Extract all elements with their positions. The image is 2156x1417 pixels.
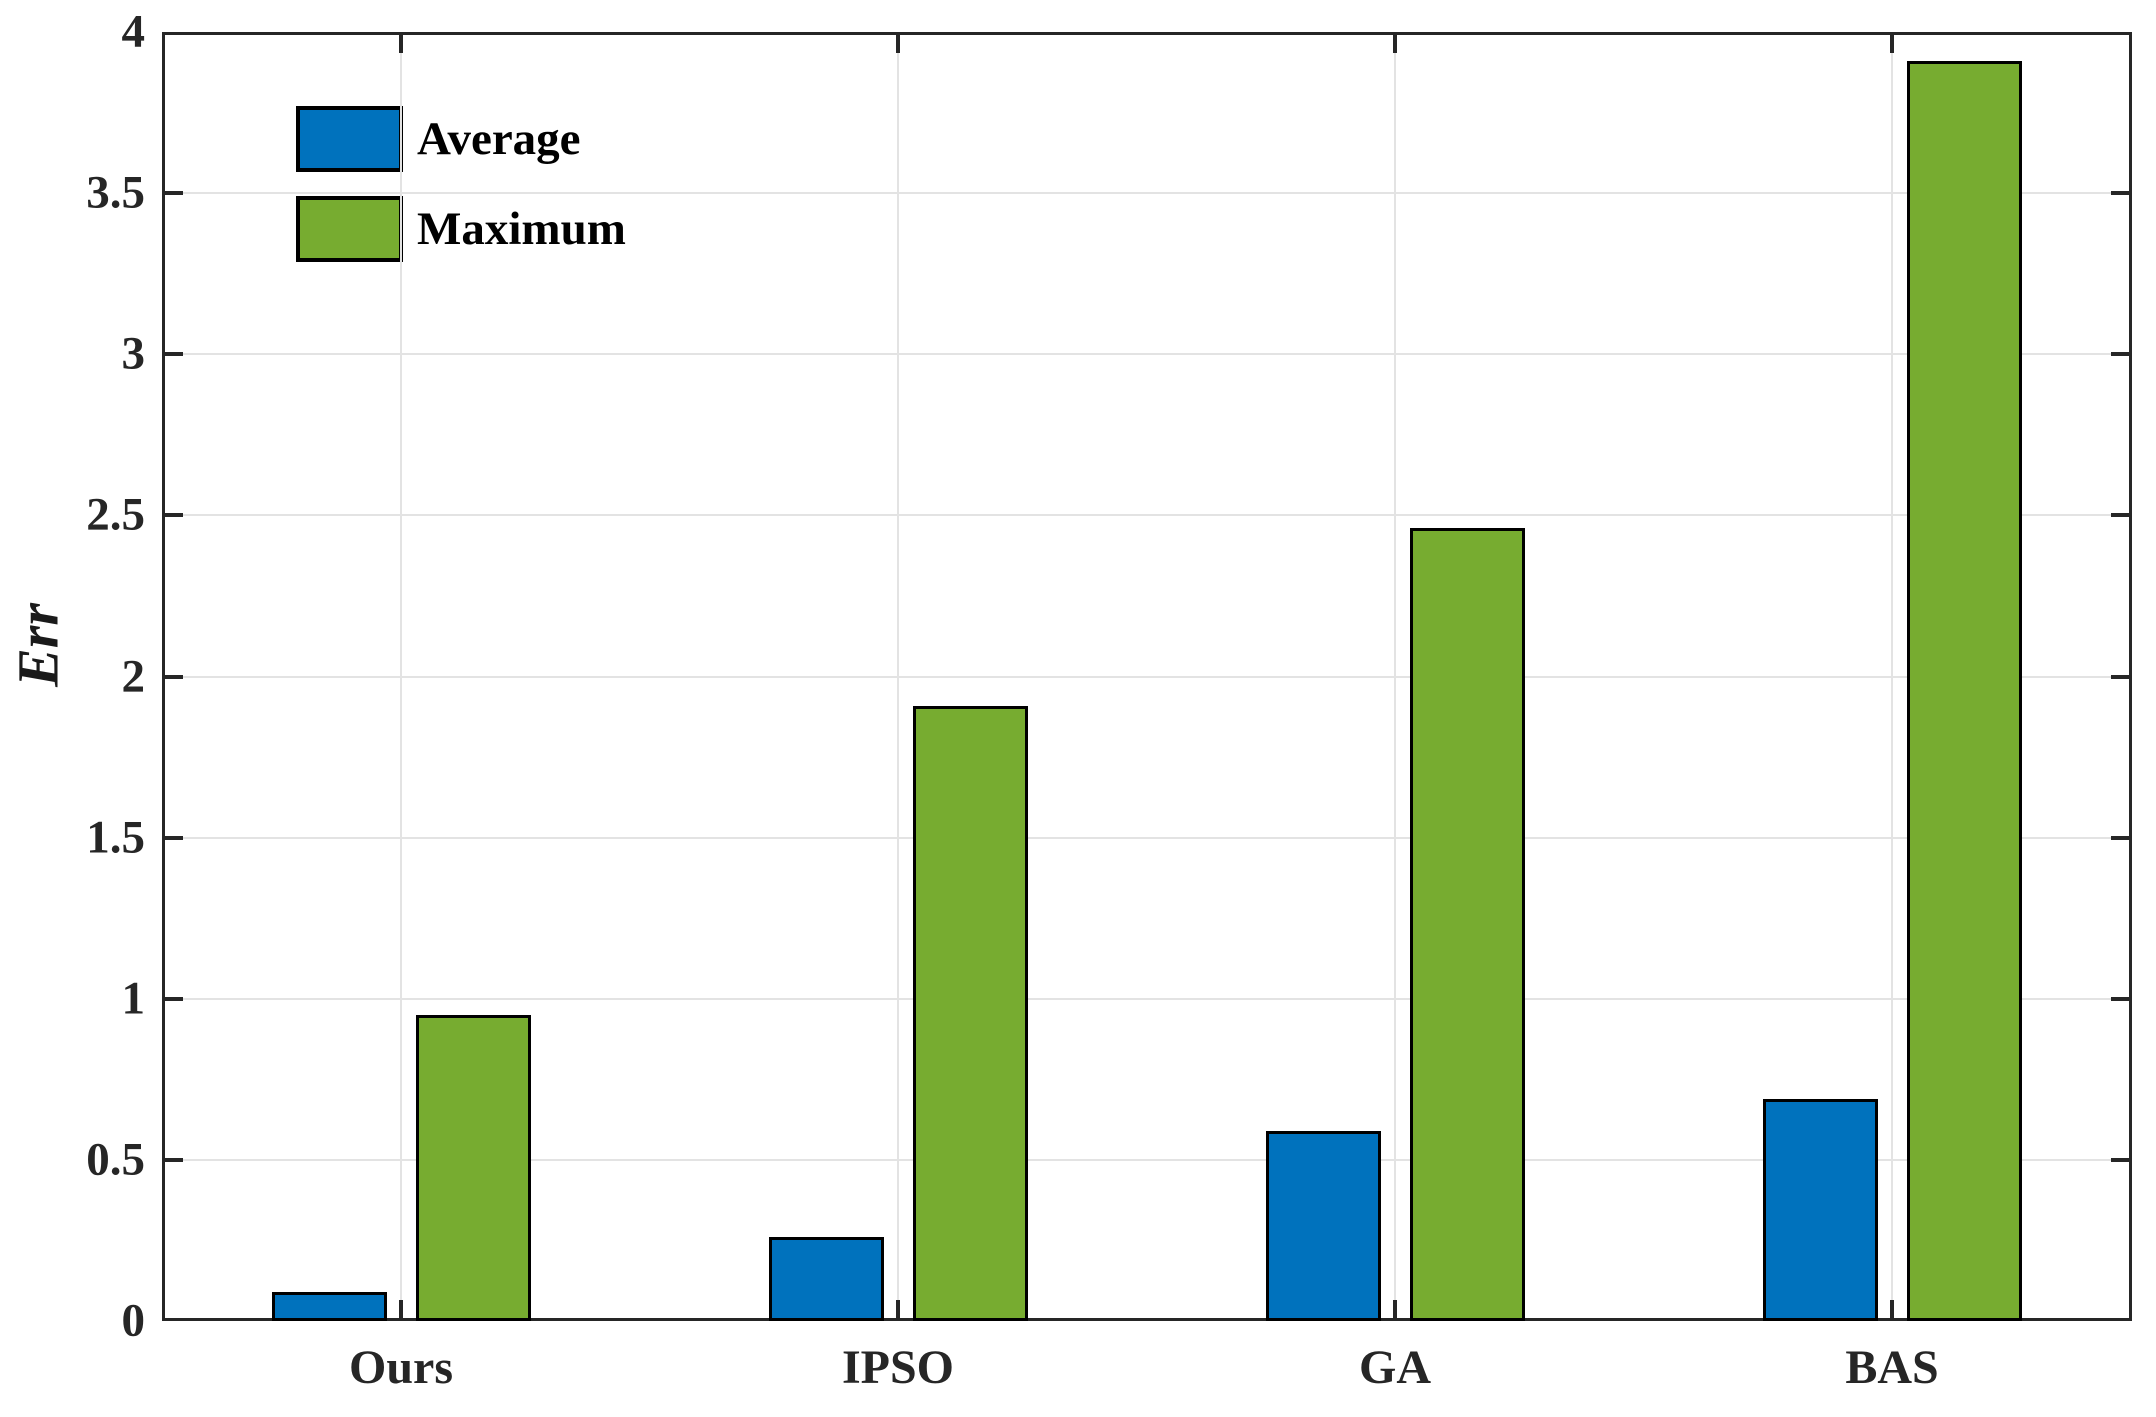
bar-maximum-ours: [415, 1015, 531, 1321]
x-gridline: [1891, 35, 1893, 1318]
x-category-label: GA: [1359, 1341, 1431, 1394]
y-gridline: [165, 192, 2129, 195]
y-tick-mark: [165, 835, 183, 840]
y-tick-mark: [165, 352, 183, 357]
y-tick-mark: [2111, 352, 2129, 357]
x-category-label: Ours: [348, 1341, 454, 1394]
legend-swatch-maximum: [296, 196, 403, 262]
y-tick-label: 3.5: [86, 166, 145, 219]
legend-label-maximum: Maximum: [417, 202, 626, 255]
legend-item-average: Average: [296, 106, 626, 172]
y-tick-mark: [2111, 835, 2129, 840]
legend-item-maximum: Maximum: [296, 196, 626, 262]
y-tick-label: 0.5: [86, 1133, 145, 1186]
y-tick-mark: [2111, 513, 2129, 518]
legend-label-average: Average: [417, 112, 581, 165]
bar-average-ours: [271, 1292, 387, 1321]
y-tick-mark: [165, 674, 183, 679]
y-tick-label: 3: [121, 327, 146, 380]
y-tick-mark: [2111, 674, 2129, 679]
y-tick-label: 1.5: [86, 811, 145, 864]
y-gridline: [165, 836, 2129, 839]
x-gridline: [897, 35, 899, 1318]
y-tick-label: 0: [121, 1294, 146, 1347]
x-tick-mark: [896, 1300, 900, 1318]
legend: Average Maximum: [296, 106, 626, 262]
y-gridline: [165, 997, 2129, 1000]
y-tick-mark: [165, 996, 183, 1001]
legend-swatch-average: [296, 106, 403, 172]
y-tick-mark: [165, 513, 183, 518]
x-tick-mark: [399, 1300, 403, 1318]
x-tick-mark: [1393, 1300, 1397, 1318]
y-tick-mark: [2111, 1157, 2129, 1162]
x-category-label: IPSO: [841, 1341, 955, 1394]
x-gridline: [1394, 35, 1396, 1318]
y-tick-mark: [165, 1157, 183, 1162]
y-gridline: [165, 1158, 2129, 1161]
y-gridline: [165, 675, 2129, 678]
x-gridline: [400, 35, 402, 1318]
bar-maximum-bas: [1906, 61, 2022, 1321]
y-tick-mark: [165, 191, 183, 196]
x-tick-mark: [896, 35, 900, 53]
x-tick-mark: [1393, 35, 1397, 53]
y-gridline: [165, 514, 2129, 517]
plot-area: [162, 32, 2132, 1321]
bar-maximum-ipso: [912, 706, 1028, 1321]
bar-maximum-ga: [1409, 528, 1525, 1321]
y-gridline: [165, 353, 2129, 356]
y-tick-label: 1: [121, 972, 146, 1025]
x-tick-mark: [1890, 1300, 1894, 1318]
y-tick-label: 4: [121, 5, 146, 58]
y-tick-label: 2: [121, 650, 146, 702]
bar-average-ga: [1265, 1131, 1381, 1321]
x-category-label: BAS: [1845, 1341, 1939, 1394]
x-tick-mark: [1890, 35, 1894, 53]
y-tick-label: 2.5: [86, 488, 145, 541]
bar-average-bas: [1762, 1099, 1878, 1321]
bar-average-ipso: [768, 1237, 884, 1321]
x-tick-mark: [399, 35, 403, 53]
y-tick-mark: [2111, 996, 2129, 1001]
y-tick-mark: [2111, 191, 2129, 196]
